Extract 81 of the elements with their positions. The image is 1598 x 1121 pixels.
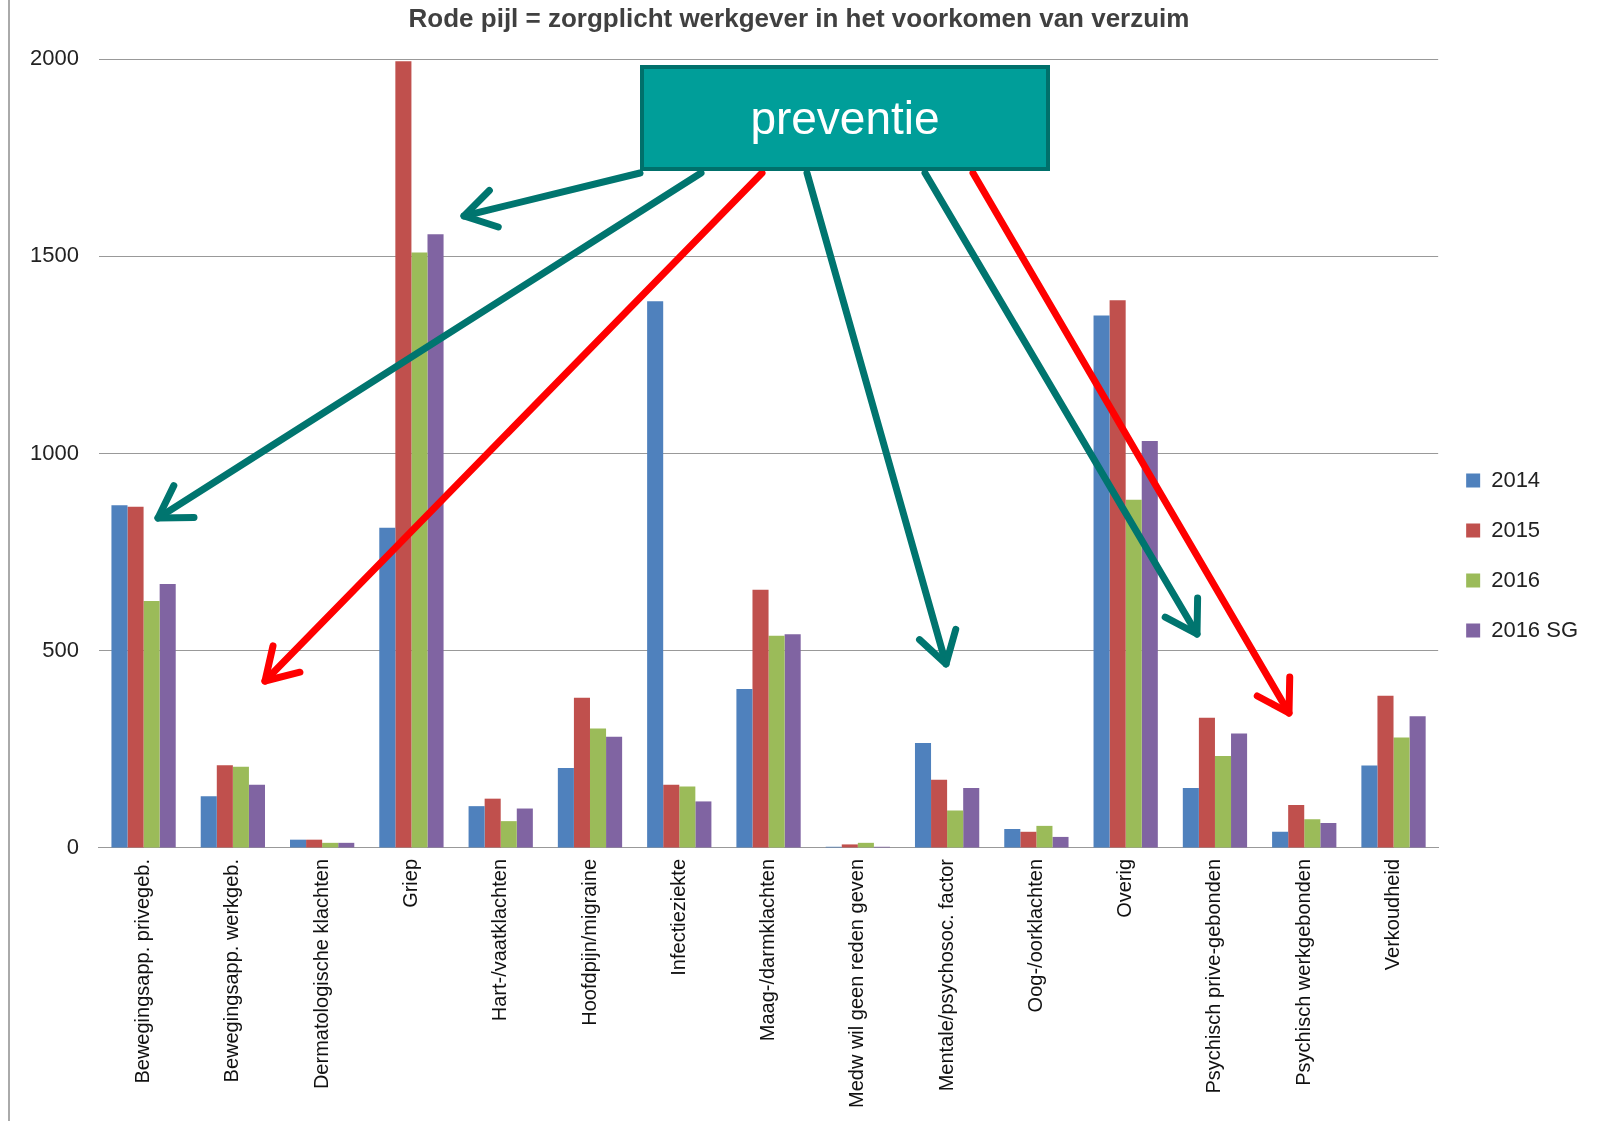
bar	[1231, 733, 1248, 848]
y-tick-label: 1000	[29, 439, 79, 465]
bar	[768, 635, 785, 848]
bar	[606, 736, 623, 848]
bar	[1052, 836, 1069, 848]
bar	[573, 697, 590, 848]
bar	[695, 801, 712, 848]
bar	[143, 601, 160, 848]
y-tick-label: 2000	[29, 45, 79, 71]
x-tick-label: Psychisch prive-gebonden	[1202, 858, 1225, 1094]
legend-label: 2014	[1491, 466, 1541, 492]
bar	[395, 61, 412, 848]
bar	[111, 505, 128, 848]
x-tick-label: Psychisch werkgebonden	[1291, 858, 1314, 1086]
bar	[1214, 756, 1232, 848]
x-tick-label: Oog-/oorklachten	[1023, 858, 1046, 1013]
bar	[1288, 804, 1305, 848]
bar	[1409, 716, 1426, 848]
bar	[1272, 831, 1289, 848]
bar	[500, 821, 517, 848]
bar	[752, 589, 769, 848]
bar	[963, 788, 980, 848]
bar	[516, 808, 533, 848]
legend-label: 2015	[1491, 516, 1541, 542]
bar	[411, 252, 428, 848]
x-tick-label: Verkoudheid	[1381, 858, 1404, 971]
bar	[379, 527, 396, 848]
bar	[1393, 737, 1410, 848]
bar	[1020, 831, 1037, 848]
x-tick-label: Maag-/darmklachten	[756, 858, 779, 1042]
x-tick-label: Medw wil geen reden geven	[845, 858, 868, 1108]
bar	[1109, 300, 1126, 848]
x-tick-label: Griep	[398, 858, 421, 908]
bar	[1198, 717, 1215, 848]
bar	[1320, 823, 1337, 848]
callout-box: preventie	[640, 65, 1050, 171]
bar	[914, 743, 932, 848]
bar	[931, 779, 948, 848]
bar	[784, 634, 801, 848]
y-tick-label: 0	[66, 834, 79, 860]
bar	[484, 798, 501, 848]
bar	[1004, 829, 1021, 848]
x-tick-label: Infectieziekte	[666, 858, 689, 976]
bar	[1093, 315, 1110, 848]
bar	[427, 234, 444, 848]
bar	[1377, 695, 1394, 848]
bar	[306, 839, 323, 848]
x-tick-label: Dermatologische klachten	[309, 858, 332, 1090]
bar	[947, 810, 964, 848]
bar	[1182, 788, 1199, 848]
x-tick-label: Bewegingsapp. werkgeb.	[220, 858, 243, 1083]
bar	[647, 301, 664, 848]
bar	[663, 784, 680, 848]
y-tick-label: 500	[42, 636, 79, 662]
bar	[589, 728, 607, 848]
bar	[468, 806, 485, 848]
bar	[159, 584, 176, 848]
bar	[290, 839, 307, 848]
bar	[200, 796, 217, 848]
bar	[841, 844, 858, 848]
bar	[1036, 825, 1053, 848]
chart-title: Rode pijl = zorgplicht werkgever in het voorkomen van verzuim	[408, 2, 1190, 33]
bar	[248, 784, 266, 848]
bar	[1304, 819, 1321, 848]
bar	[216, 765, 233, 848]
x-tick-label: Bewegingsapp. privegeb.	[131, 858, 154, 1084]
bar	[679, 786, 696, 848]
bar	[736, 689, 753, 848]
bar	[1125, 499, 1142, 848]
bar	[232, 766, 249, 848]
x-tick-label: Overig	[1113, 858, 1136, 918]
bar	[1141, 440, 1158, 848]
legend-label: 2016 SG	[1491, 616, 1578, 642]
bar	[557, 767, 574, 848]
bar	[1361, 765, 1378, 848]
x-tick-label: Hart-/vaatklachten	[488, 858, 511, 1022]
x-tick-label: Hoofdpijn/migraine	[577, 858, 600, 1026]
y-tick-label: 1500	[29, 242, 79, 268]
x-tick-label: Mentale/psychosoc. factor	[934, 858, 957, 1092]
legend-label: 2016	[1491, 566, 1541, 592]
bar	[127, 506, 144, 848]
